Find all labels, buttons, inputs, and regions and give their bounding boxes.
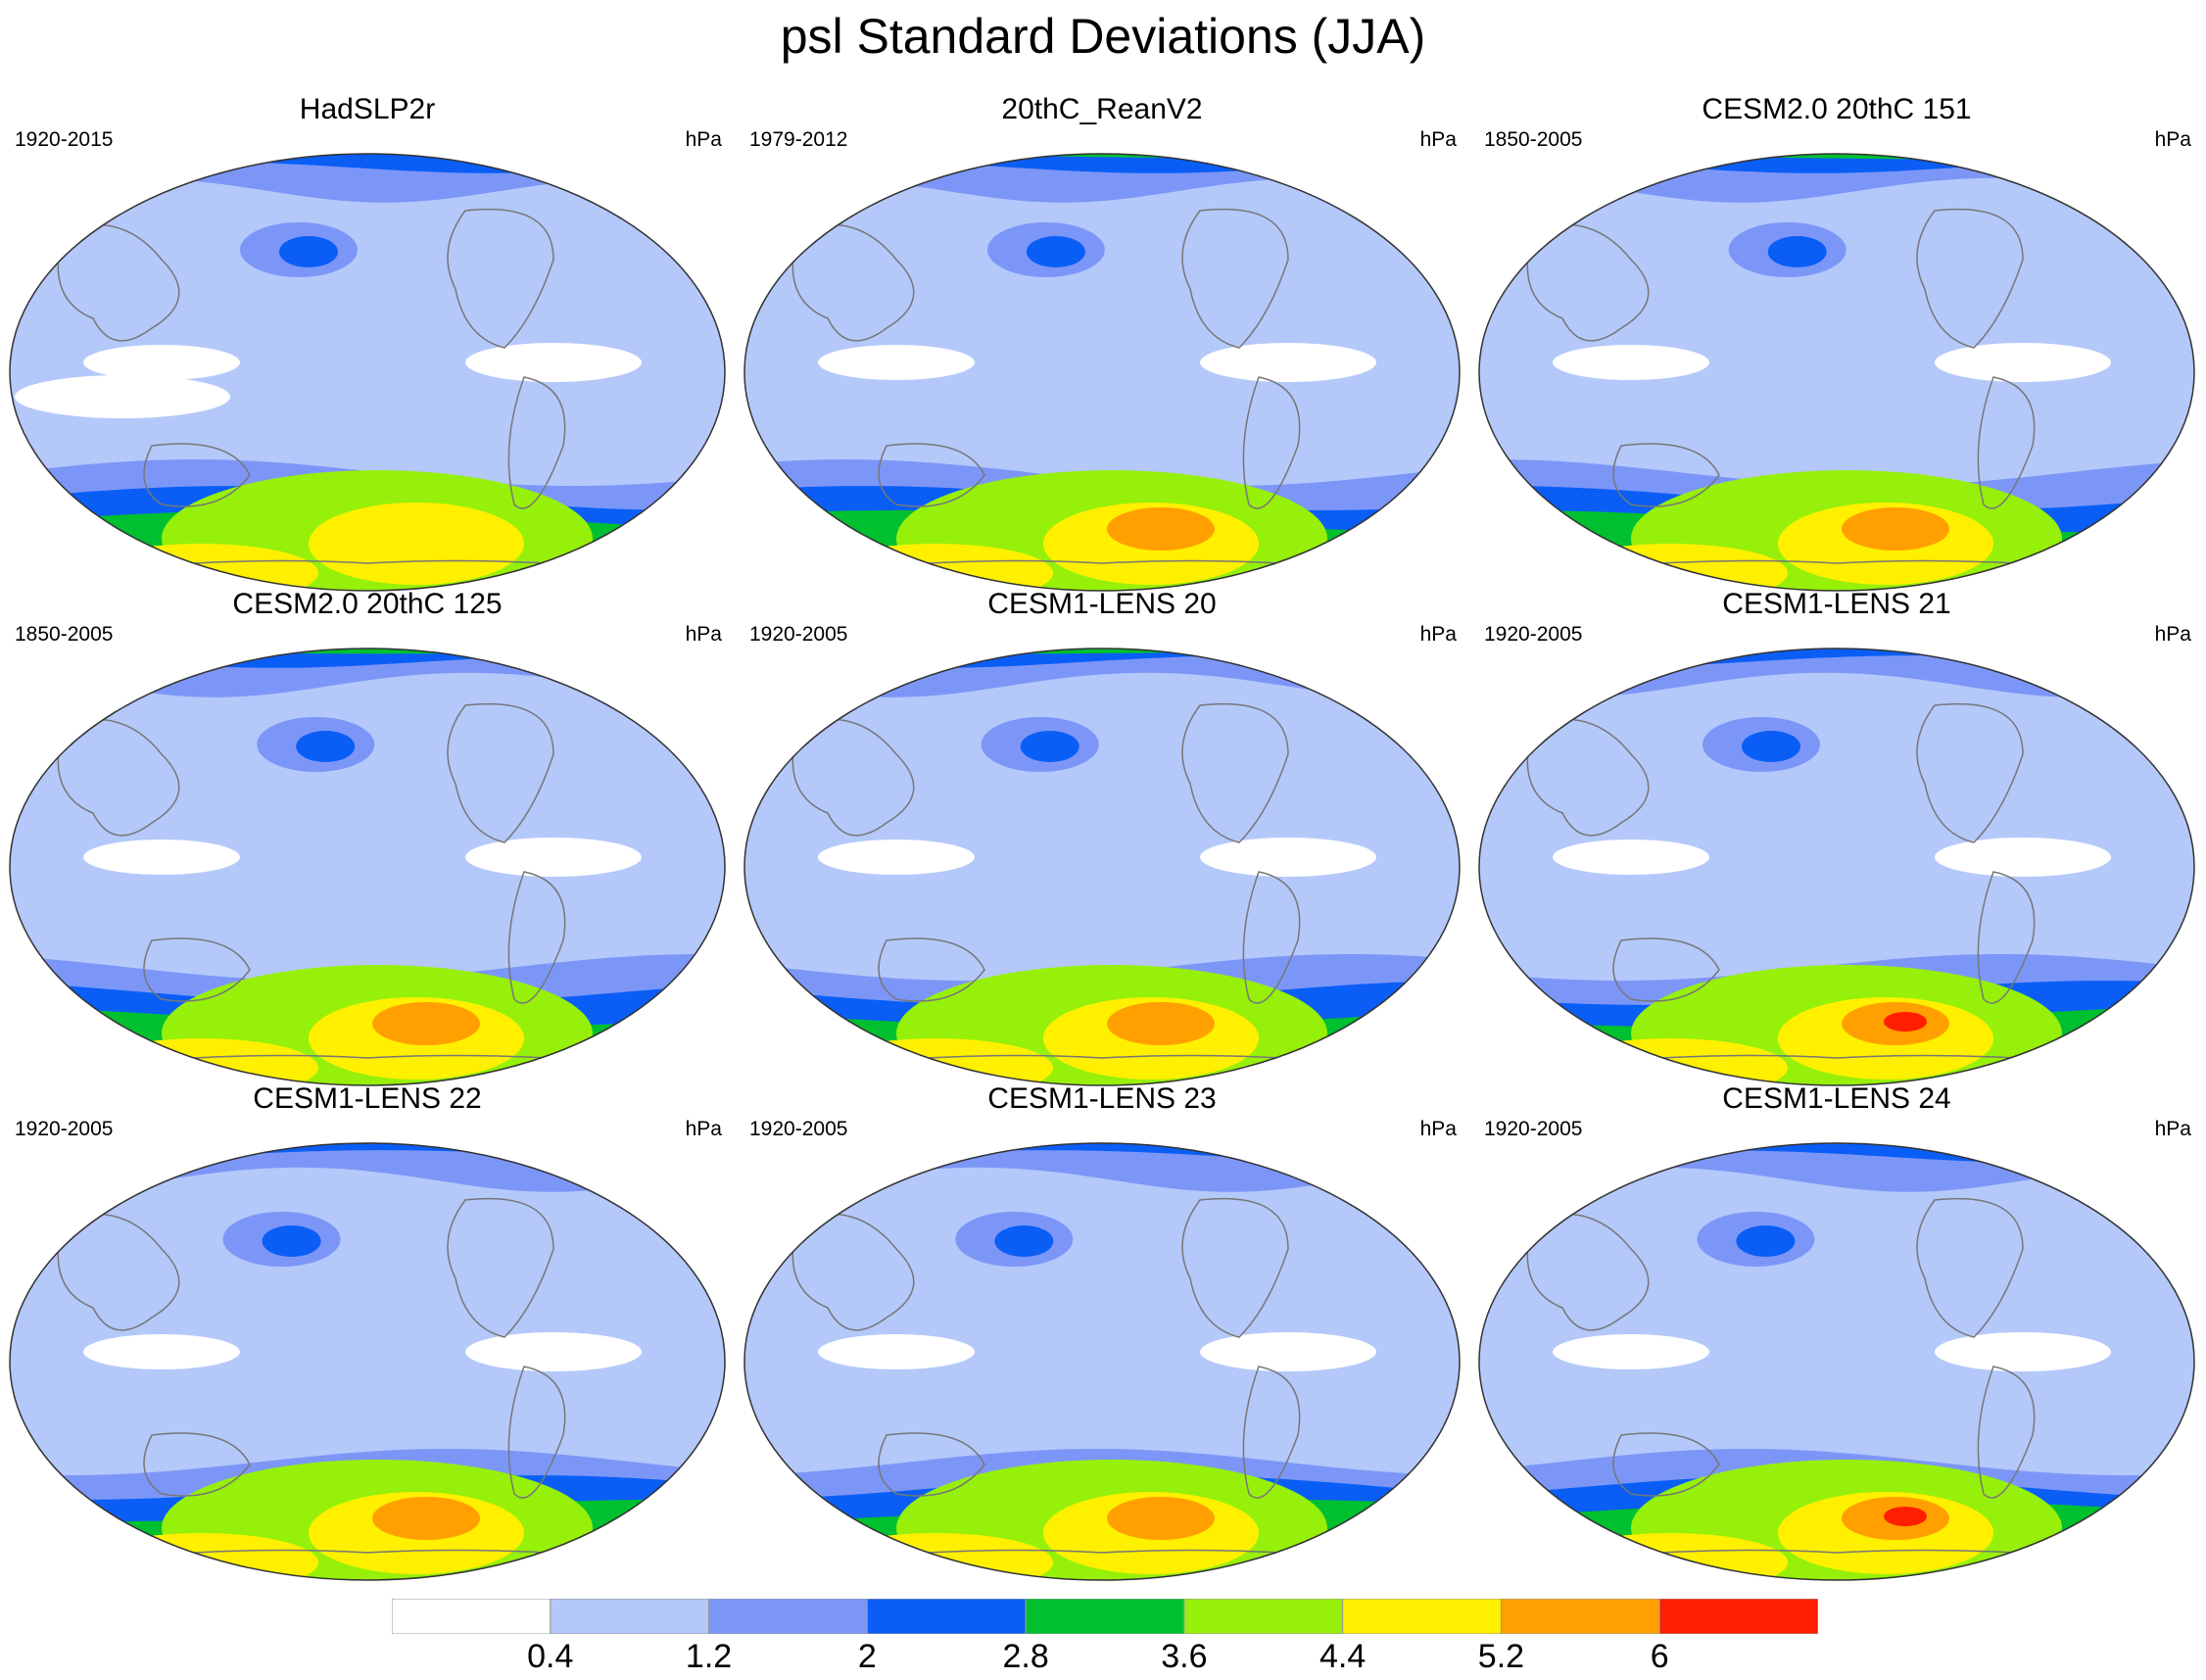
world-map	[9, 648, 726, 1086]
world-map	[743, 153, 1461, 592]
colorbar-swatch	[392, 1599, 552, 1634]
colorbar-swatch	[866, 1599, 1027, 1634]
panel-units: hPa	[2154, 128, 2191, 151]
world-map	[1478, 153, 2195, 592]
world-map	[9, 153, 726, 592]
panel-units: hPa	[2154, 1118, 2191, 1140]
colorbar	[392, 1599, 1818, 1634]
map-panel: CESM1-LENS 21 1920-2005 hPa	[1474, 588, 2199, 1086]
map-panel: CESM2.0 20thC 151 1850-2005 hPa	[1474, 93, 2199, 592]
map-panel: CESM1-LENS 20 1920-2005 hPa	[740, 588, 1464, 1086]
world-map	[1478, 648, 2195, 1086]
panel-units: hPa	[685, 1118, 722, 1140]
panel-title: HadSLP2r	[299, 93, 436, 125]
colorbar-swatch	[1183, 1599, 1344, 1634]
panel-units: hPa	[1419, 1118, 1457, 1140]
colorbar-swatch	[708, 1599, 868, 1634]
colorbar-swatch	[550, 1599, 710, 1634]
panel-title: CESM2.0 20thC 151	[1702, 93, 1972, 125]
colorbar-tick-label: 4.4	[1319, 1638, 1367, 1675]
colorbar-tick-label: 6	[1650, 1638, 1669, 1675]
world-map	[9, 1142, 726, 1581]
panel-title: CESM1-LENS 23	[987, 1082, 1217, 1115]
colorbar-tick-label: 1.2	[685, 1638, 733, 1675]
panel-years: 1920-2015	[15, 128, 114, 151]
panel-years: 1850-2005	[1484, 128, 1583, 151]
panel-title: 20thC_ReanV2	[1001, 93, 1203, 125]
panel-units: hPa	[1419, 623, 1457, 646]
panel-title: CESM1-LENS 22	[253, 1082, 482, 1115]
map-panel: 20thC_ReanV2 1979-2012 hPa	[740, 93, 1464, 592]
panel-title: CESM2.0 20thC 125	[232, 588, 503, 620]
panel-units: hPa	[685, 128, 722, 151]
colorbar-swatch	[1025, 1599, 1185, 1634]
map-panel: CESM1-LENS 22 1920-2005 hPa	[5, 1082, 730, 1581]
panel-units: hPa	[1419, 128, 1457, 151]
colorbar-swatch	[1658, 1599, 1818, 1634]
colorbar-tick-label: 3.6	[1161, 1638, 1208, 1675]
figure-title: psl Standard Deviations (JJA)	[780, 9, 1426, 64]
panel-units: hPa	[685, 623, 722, 646]
colorbar-swatch	[1342, 1599, 1502, 1634]
panel-years: 1850-2005	[15, 623, 114, 646]
world-map	[743, 1142, 1461, 1581]
world-map	[743, 648, 1461, 1086]
panel-years: 1920-2005	[1484, 1118, 1583, 1140]
colorbar-tick-label: 2.8	[1002, 1638, 1049, 1675]
colorbar-tick-label: 0.4	[527, 1638, 574, 1675]
panel-units: hPa	[2154, 623, 2191, 646]
colorbar-labels: 0.4 1.2 2 2.8 3.6 4.4 5.2 6	[392, 1638, 1818, 1677]
map-panel: CESM1-LENS 24 1920-2005 hPa	[1474, 1082, 2199, 1581]
world-map	[1478, 1142, 2195, 1581]
panel-years: 1920-2005	[749, 1118, 848, 1140]
colorbar-tick-label: 5.2	[1477, 1638, 1525, 1675]
map-panel: HadSLP2r 1920-2015 hPa	[5, 93, 730, 592]
panel-years: 1979-2012	[749, 128, 848, 151]
colorbar-swatch	[1500, 1599, 1660, 1634]
panel-years: 1920-2005	[15, 1118, 114, 1140]
map-panel: CESM1-LENS 23 1920-2005 hPa	[740, 1082, 1464, 1581]
panel-title: CESM1-LENS 20	[987, 588, 1217, 620]
panel-title: CESM1-LENS 21	[1722, 588, 1951, 620]
panel-title: CESM1-LENS 24	[1722, 1082, 1951, 1115]
panel-years: 1920-2005	[749, 623, 848, 646]
panel-years: 1920-2005	[1484, 623, 1583, 646]
colorbar-tick-label: 2	[857, 1638, 877, 1675]
map-panel: CESM2.0 20thC 125 1850-2005 hPa	[5, 588, 730, 1086]
